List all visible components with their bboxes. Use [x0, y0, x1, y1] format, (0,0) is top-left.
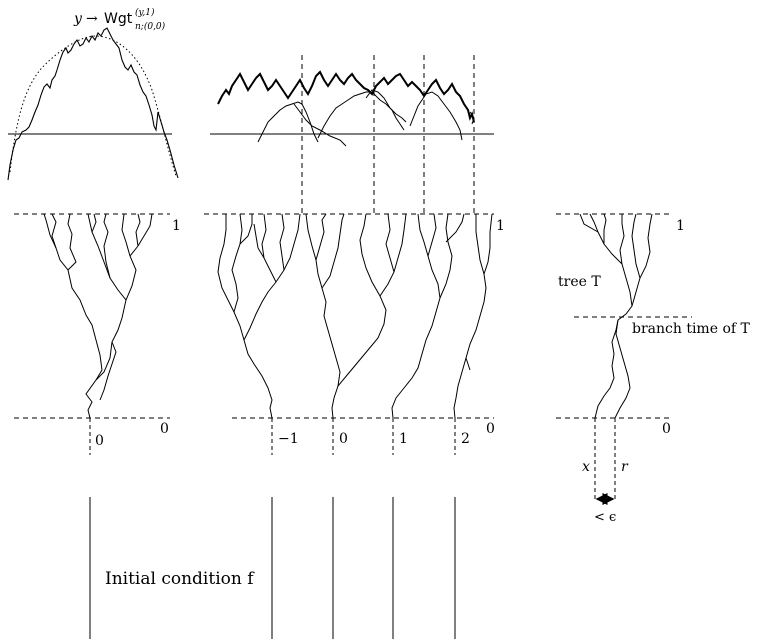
- loc-zero-left: 0: [95, 433, 104, 449]
- weight-label-sub: n;(0,0): [135, 21, 166, 32]
- loc-one: 1: [399, 431, 408, 447]
- time-zero-center: 0: [486, 421, 495, 437]
- tree-minus-one: [217, 213, 301, 419]
- initial-condition-lines: [89, 497, 456, 639]
- initial-condition-panel: Initial condition f: [89, 497, 456, 639]
- multi-weight-panel: [210, 55, 494, 214]
- branch-time-label: branch time of T: [632, 321, 751, 337]
- loc-minus-one: −1: [278, 431, 299, 447]
- weight-label-y: y: [73, 11, 83, 27]
- time-zero-right: 0: [662, 421, 671, 437]
- envelope-curve: [217, 70, 475, 123]
- tree-one: [391, 213, 465, 419]
- weight-curve: [7, 27, 179, 181]
- initial-condition-label: Initial condition f: [105, 569, 255, 589]
- time-one-center: 1: [496, 218, 505, 234]
- time-one-right: 1: [676, 218, 685, 234]
- single-tree-panel: 1 0 0: [14, 213, 181, 455]
- time-zero-left: 0: [160, 421, 169, 437]
- thin-weight-curves: [257, 89, 475, 147]
- loc-two: 2: [461, 431, 470, 447]
- weight-label-sup: (y,1): [135, 7, 155, 18]
- tree-t-label: tree T: [558, 274, 601, 290]
- r-label: r: [621, 459, 629, 475]
- weight-label-name: Wgt: [104, 11, 133, 27]
- branch-panel: 1 0 tree T branch time of T x r < ϵ: [556, 213, 751, 525]
- weight-label-arrow: →: [86, 11, 98, 27]
- root-dashed-stubs-center: [271, 418, 456, 455]
- time-one-left: 1: [172, 218, 181, 234]
- forest-panel: 1 0 −1 0 1 2: [204, 213, 505, 455]
- weight-curve-dotted: [9, 35, 177, 177]
- epsilon-label: < ϵ: [594, 510, 616, 525]
- tree-t: [579, 213, 653, 419]
- x-label: x: [582, 459, 590, 475]
- tree-zero: [305, 213, 407, 419]
- weight-profile-panel: y → Wgt (y,1) n;(0,0): [7, 7, 179, 181]
- loc-zero-center: 0: [339, 431, 348, 447]
- tree-left: [43, 213, 153, 419]
- tree-two: [453, 213, 493, 419]
